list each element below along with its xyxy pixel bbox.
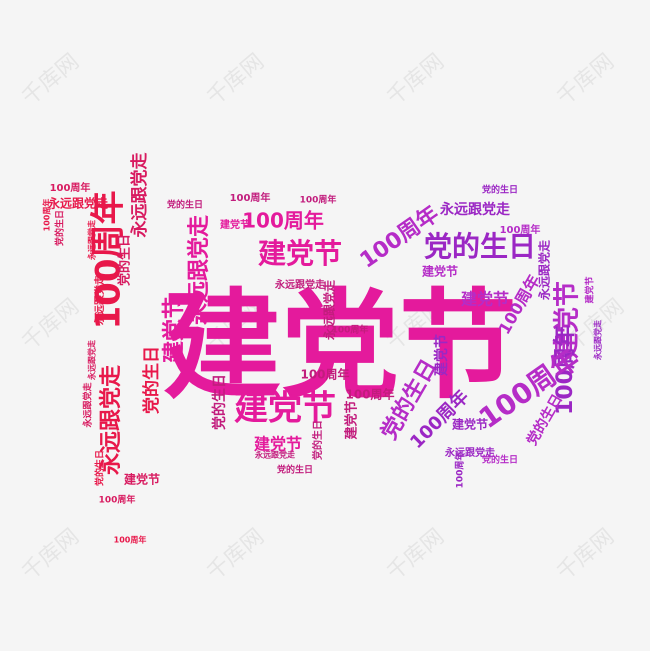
word-cloud-word: 100周年 — [552, 325, 578, 415]
word-cloud-word: 100周年 — [230, 191, 271, 204]
word-cloud-word: 永远跟党走 — [82, 382, 94, 428]
word-cloud-word: 永远跟党走 — [444, 446, 496, 459]
word-cloud-word: 建党节 — [553, 281, 583, 359]
word-cloud-word: 100周年 — [42, 199, 52, 232]
watermark-text: 千库网 — [383, 49, 450, 111]
word-cloud-word: 100周年 — [300, 194, 337, 206]
word-cloud-word: 建党节 — [163, 277, 517, 415]
watermark-text: 千库网 — [553, 49, 620, 111]
word-cloud-word: 100周年 — [454, 452, 466, 489]
word-cloud-word: 建党节 — [461, 290, 509, 309]
word-cloud-word: 100周年 — [242, 209, 324, 233]
word-cloud-word: 党的生日 — [482, 184, 518, 196]
word-cloud-word: 100周年 — [89, 191, 129, 330]
watermark-text: 千库网 — [203, 524, 270, 586]
watermark-text: 千库网 — [383, 524, 450, 586]
word-cloud-word: 党的生日 — [211, 374, 228, 430]
watermark-text: 千库网 — [553, 524, 620, 586]
word-cloud-word: 建党节 — [254, 435, 302, 454]
word-cloud-word: 党的生日 — [117, 234, 133, 286]
word-cloud-word: 100周年 — [345, 387, 394, 402]
word-cloud-word: 党的生日 — [141, 346, 162, 414]
word-cloud-word: 永远跟党走 — [47, 196, 108, 211]
word-cloud-word: 100周年 — [114, 535, 147, 545]
word-cloud-word: 100周年 — [50, 181, 91, 194]
word-cloud-word: 建党节 — [584, 276, 596, 303]
word-cloud-word: 永远跟党走 — [129, 153, 150, 239]
word-cloud-word: 建党节 — [123, 472, 160, 487]
word-cloud-word: 建党节 — [421, 264, 458, 279]
word-cloud-word: 永远跟党走 — [186, 215, 212, 325]
word-cloud-word: 党的生日 — [277, 464, 313, 476]
watermark-text: 千库网 — [203, 49, 270, 111]
word-cloud-word: 建党节 — [162, 297, 187, 363]
watermark-text: 千库网 — [18, 49, 85, 111]
word-cloud-word: 永远跟党走 — [274, 278, 326, 291]
word-cloud-word: 党的生日 — [167, 199, 203, 211]
word-cloud-word: 党的生日 — [94, 450, 106, 486]
word-cloud-word: 永远跟党走 — [87, 339, 97, 381]
word-cloud-word: 100周年 — [332, 324, 369, 336]
word-cloud-word: 建党节 — [234, 389, 336, 429]
word-cloud-word: 党的生日 — [311, 420, 324, 460]
word-cloud-word: 100周年 — [300, 367, 349, 382]
word-cloud-word: 100周年 — [99, 494, 136, 506]
watermark-text: 千库网 — [18, 524, 85, 586]
word-cloud-word: 党的生日 — [54, 210, 66, 246]
word-cloud-word: 永远跟党走 — [93, 274, 106, 326]
word-cloud-word: 永远跟党走 — [98, 365, 124, 475]
watermark-text: 千库网 — [18, 294, 85, 356]
word-cloud-word: 党的生日 — [482, 454, 518, 466]
word-cloud-word: 100周年 — [500, 223, 541, 236]
word-cloud-word: 党的生日 — [424, 230, 536, 263]
word-cloud-word: 建党节 — [344, 400, 360, 439]
word-cloud-word: 永远跟党走 — [537, 240, 552, 301]
word-cloud-word: 永远跟党走 — [87, 219, 97, 261]
word-cloud-word: 永远跟党走 — [439, 201, 511, 218]
word-cloud-word: 建党节 — [258, 237, 342, 270]
word-cloud-word: 建党节 — [451, 417, 488, 432]
word-cloud-word: 永远跟党走 — [254, 450, 296, 460]
word-cloud-word: 建党节 — [219, 218, 250, 231]
word-cloud-word: 建党节 — [433, 334, 450, 376]
word-cloud-word: 永远跟党走 — [322, 280, 337, 341]
word-cloud-word: 永远跟党走 — [593, 319, 603, 361]
